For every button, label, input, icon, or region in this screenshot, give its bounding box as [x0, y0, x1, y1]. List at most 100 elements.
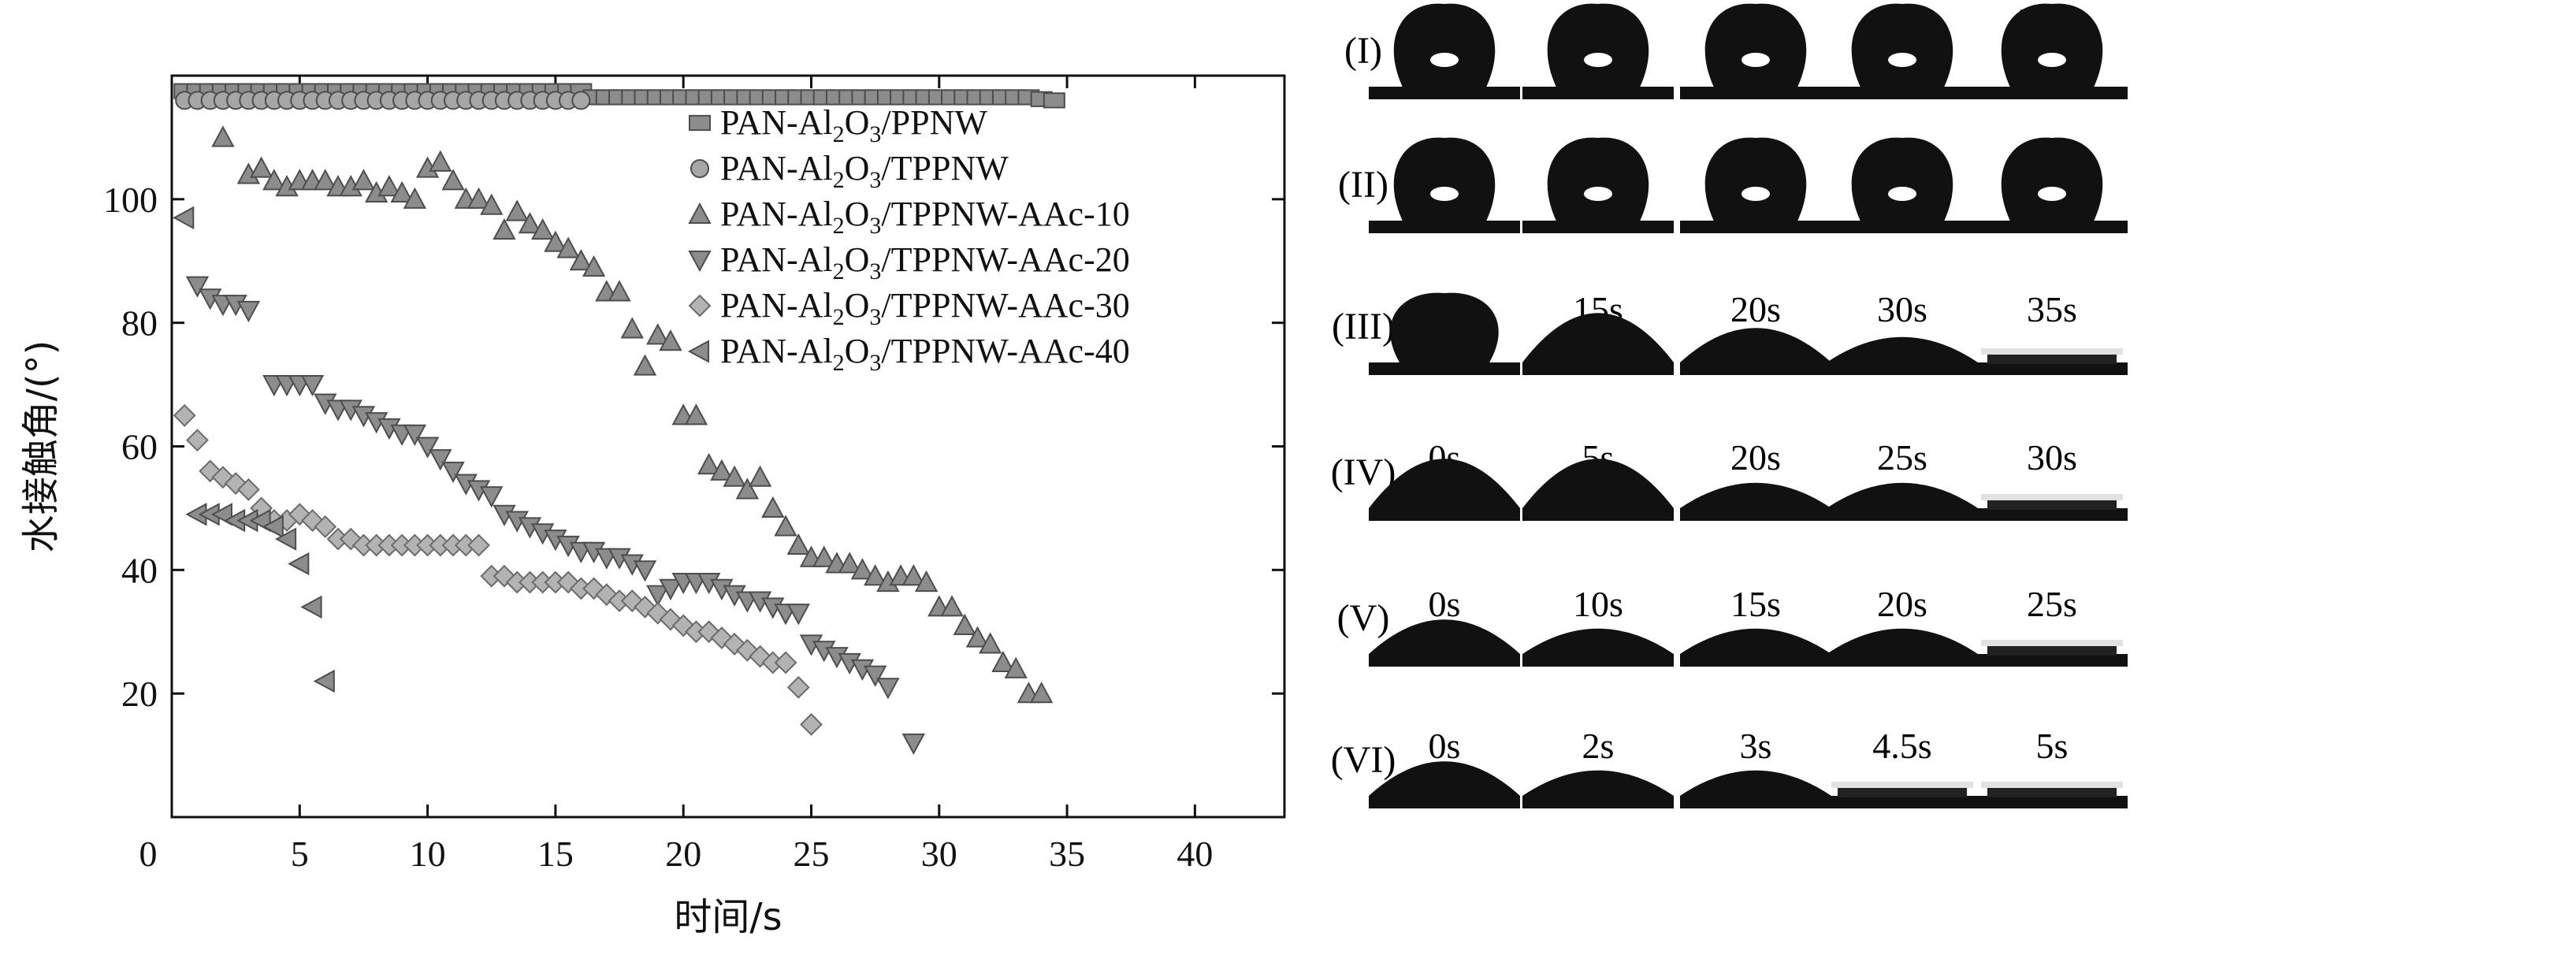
time-label: 0s — [1429, 726, 1461, 766]
droplet-row: (V) 0s 10s 15s 20s 25s — [1337, 584, 2128, 667]
data-point — [914, 570, 939, 593]
droplet-highlight — [1741, 187, 1770, 201]
series-5 — [173, 403, 823, 736]
substrate — [1827, 508, 1978, 521]
data-point — [633, 354, 657, 376]
series-6 — [173, 206, 335, 693]
data-point — [786, 604, 810, 626]
droplet-row: (IV) 0s 5s 20s 25s 30s — [1331, 437, 2128, 521]
data-point — [429, 449, 452, 471]
droplet-highlight — [1430, 187, 1459, 201]
time-label: 30s — [1877, 289, 1927, 329]
droplet — [1851, 137, 1953, 221]
droplet-row: (I)0s10s20s30s300s — [1344, 1, 2128, 99]
legend-label: PAN-Al2O3/TPPNW-AAc-10 — [720, 195, 1130, 239]
droplet — [1680, 482, 1831, 508]
x-axis-label: 时间/s — [674, 895, 782, 939]
droplet-image — [1976, 640, 2128, 667]
droplet — [1704, 3, 1807, 87]
time-label: 35s — [2027, 289, 2077, 329]
wetted-film — [1838, 788, 1967, 797]
legend-marker — [687, 340, 710, 363]
droplet-image — [1827, 482, 1978, 521]
droplet-highlight — [1584, 187, 1612, 201]
droplet-image — [1976, 494, 2128, 521]
time-label: 25s — [1877, 437, 1927, 478]
data-point — [1029, 682, 1054, 704]
droplet — [1369, 619, 1520, 654]
data-point — [390, 180, 414, 203]
data-point — [1043, 92, 1065, 109]
data-point — [965, 626, 990, 648]
data-point — [403, 187, 427, 209]
data-point — [211, 125, 235, 147]
substrate — [1680, 87, 1831, 99]
droplet — [1547, 3, 1649, 87]
data-point — [901, 733, 926, 756]
substrate — [1522, 221, 1674, 233]
droplet-image — [1369, 761, 1520, 808]
legend-label: PAN-Al2O3/TPPNW-AAc-20 — [720, 240, 1130, 284]
substrate — [1827, 221, 1978, 233]
substrate — [1522, 362, 1674, 375]
data-point — [480, 193, 504, 215]
data-point — [300, 595, 322, 619]
data-point — [518, 212, 542, 234]
droplet — [1522, 628, 1674, 654]
data-point — [774, 651, 797, 674]
data-point — [262, 515, 284, 539]
data-point — [748, 465, 772, 487]
droplet-image — [1976, 782, 2128, 808]
data-point — [697, 452, 721, 475]
substrate — [1976, 87, 2128, 99]
data-point — [979, 632, 1002, 654]
data-point — [812, 545, 836, 567]
droplet-highlight — [2038, 53, 2066, 67]
droplet-image — [1369, 3, 1520, 99]
droplet — [2001, 137, 2103, 221]
data-point — [850, 558, 875, 580]
series-4 — [185, 276, 926, 756]
data-point — [493, 217, 516, 240]
series-2 — [175, 91, 591, 110]
y-tick-label: 40 — [121, 550, 158, 590]
substrate — [1369, 508, 1520, 521]
data-point — [735, 478, 760, 500]
y-tick-label: 60 — [121, 427, 158, 467]
haze — [1981, 348, 2123, 355]
data-point — [569, 249, 593, 271]
data-point — [659, 329, 682, 351]
data-point — [313, 669, 335, 693]
wetted-film — [1987, 355, 2117, 364]
y-axis-label: 水接触角/(°) — [19, 340, 63, 553]
x-tick-label: 0 — [139, 834, 158, 874]
haze — [1831, 782, 1973, 788]
substrate — [1522, 654, 1674, 667]
data-point — [659, 578, 682, 600]
substrate — [1522, 508, 1674, 521]
droplet-highlight — [2038, 187, 2066, 201]
droplet — [1522, 459, 1674, 508]
data-point — [467, 533, 490, 557]
substrate — [1827, 87, 1978, 99]
data-point — [314, 169, 337, 191]
row-label: (V) — [1337, 597, 1390, 639]
data-point — [274, 527, 297, 551]
droplet — [1369, 761, 1520, 796]
data-point — [467, 187, 491, 209]
data-point — [786, 533, 810, 556]
haze — [1981, 640, 2123, 646]
legend-marker — [688, 250, 712, 273]
droplet — [1680, 628, 1831, 654]
time-label: 25s — [2027, 584, 2077, 624]
droplet — [1680, 770, 1831, 796]
series-3 — [211, 125, 1054, 704]
data-point — [300, 375, 325, 397]
droplet-highlight — [1430, 53, 1459, 67]
data-point — [249, 156, 273, 178]
data-point — [684, 403, 708, 425]
substrate — [1369, 796, 1520, 808]
data-point — [236, 478, 260, 501]
data-point — [185, 276, 210, 298]
droplet-image-panel: (I)0s10s20s30s300s(II)0s10s20s30s300s(II… — [1308, 0, 2576, 951]
